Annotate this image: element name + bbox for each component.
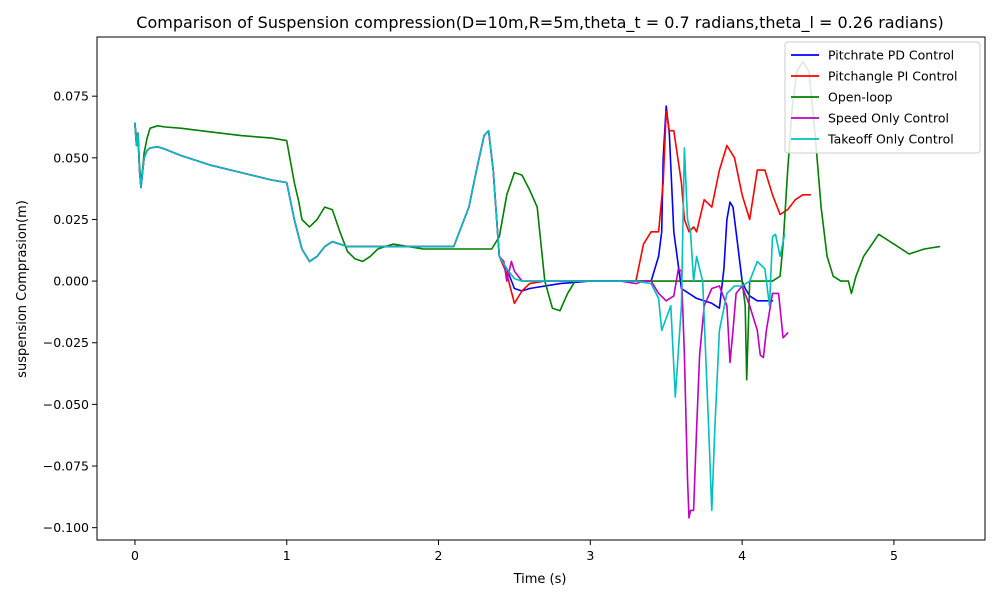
- plot-frame: [96, 36, 986, 541]
- legend: Pitchrate PD Control Pitchangle PI Contro…: [784, 41, 981, 154]
- legend-label: Takeoff Only Control: [827, 132, 954, 147]
- legend-label: Pitchrate PD Control: [828, 48, 954, 63]
- x-tick-label: 5: [890, 548, 898, 563]
- x-axis-label: Time (s): [513, 572, 567, 587]
- x-tick-label: 4: [738, 548, 746, 563]
- y-tick-label: −0.025: [43, 335, 89, 350]
- legend-label: Pitchangle PI Control: [828, 69, 957, 84]
- x-tick-label: 0: [131, 548, 139, 563]
- y-tick-label: 0.075: [53, 89, 89, 104]
- legend-label: Speed Only Control: [828, 111, 949, 126]
- y-tick-label: 0.025: [53, 212, 89, 227]
- x-axis: 0 1 2 3 4 5: [131, 540, 898, 563]
- x-tick-label: 3: [586, 548, 594, 563]
- legend-box: [784, 41, 981, 154]
- y-tick-label: 0.000: [53, 274, 89, 289]
- y-axis: −0.100 −0.075 −0.050 −0.025 0.000 0.025 0.050 0…: [43, 89, 97, 535]
- x-tick-label: 1: [283, 548, 291, 563]
- legend-label: Open-loop: [828, 90, 893, 105]
- y-tick-label: −0.100: [43, 520, 89, 535]
- chart-title: Comparison of Suspension compression(D=1…: [136, 13, 943, 33]
- y-tick-label: 0.050: [53, 150, 89, 165]
- series-line-5: [134, 122, 786, 512]
- y-tick-label: −0.075: [43, 459, 89, 474]
- y-tick-label: −0.050: [43, 397, 89, 412]
- x-tick-label: 2: [435, 548, 443, 563]
- y-axis-label: suspension Comprasion(m): [15, 200, 30, 378]
